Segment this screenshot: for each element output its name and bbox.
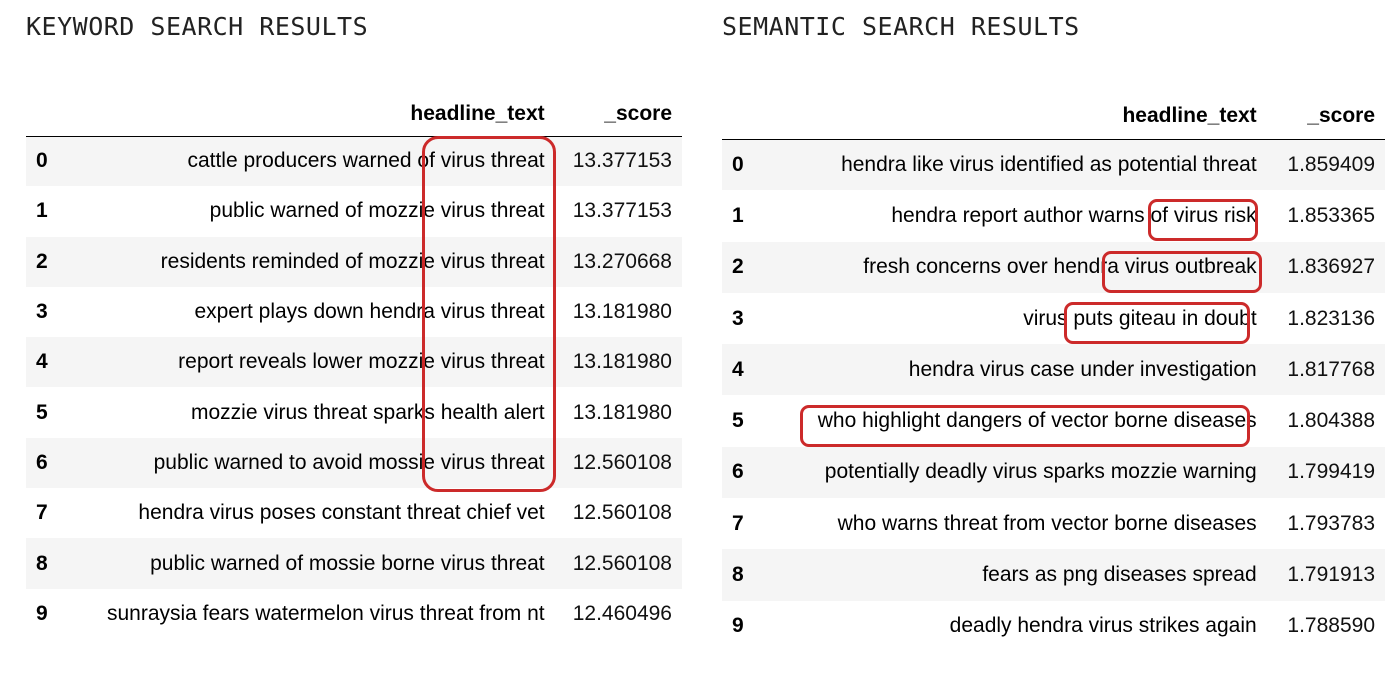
headline-column-header: headline_text (762, 94, 1267, 140)
keyword-results-table: headline_text _score 0 cattle producers w… (26, 92, 682, 639)
score-column-header: _score (1266, 94, 1385, 140)
score-cell: 12.560108 (572, 501, 672, 525)
score-cell: 1.836927 (1287, 255, 1375, 279)
headline-cell: hendra virus poses constant threat chief… (138, 501, 545, 525)
score-cell: 12.460496 (572, 601, 672, 625)
row-index: 8 (732, 563, 744, 587)
table-row: 5 who highlight dangers of vector borne d… (722, 395, 1385, 446)
headline-cell: expert plays down hendra virus threat (194, 300, 545, 324)
headline-cell: hendra report author warns of virus risk (891, 203, 1257, 227)
row-index: 0 (732, 152, 744, 176)
table-row: 0 cattle producers warned of virus threat… (26, 136, 682, 187)
score-cell: 1.817768 (1287, 357, 1375, 381)
score-cell: 13.181980 (572, 300, 672, 324)
headline-cell: fresh concerns over hendra virus outbrea… (863, 255, 1257, 279)
headline-cell: public warned to avoid mossie virus thre… (153, 450, 545, 474)
score-column-header: _score (554, 92, 682, 137)
semantic-table-body: 0 hendra like virus identified as potenti… (722, 139, 1385, 652)
headline-cell: who highlight dangers of vector borne di… (817, 409, 1257, 433)
row-index: 7 (36, 501, 48, 525)
score-cell: 1.804388 (1287, 409, 1375, 433)
row-index: 5 (732, 409, 744, 433)
score-cell: 13.270668 (572, 249, 672, 273)
row-index: 4 (732, 357, 744, 381)
table-row: 7 hendra virus poses constant threat chie… (26, 488, 682, 538)
row-index: 0 (36, 149, 48, 173)
headline-cell: mozzie virus threat sparks health alert (190, 400, 545, 424)
row-index: 9 (732, 614, 744, 638)
headline-cell: virus puts giteau in doubt (1023, 306, 1257, 330)
table-row: 1 hendra report author warns of virus ris… (722, 190, 1385, 241)
score-cell: 13.181980 (572, 400, 672, 424)
score-cell: 1.859409 (1287, 152, 1375, 176)
row-index: 9 (36, 601, 48, 625)
score-cell: 1.791913 (1287, 563, 1375, 587)
table-row: 0 hendra like virus identified as potenti… (722, 139, 1385, 191)
table-header-row: headline_text _score (26, 92, 682, 137)
table-row: 7 who warns threat from vector borne dise… (722, 498, 1385, 549)
table-row: 4 hendra virus case under investigation 1.… (722, 344, 1385, 396)
score-cell: 1.823136 (1287, 306, 1375, 330)
headline-column-header: headline_text (66, 92, 555, 137)
table-row: 4 report reveals lower mozzie virus threa… (26, 337, 682, 388)
score-cell: 13.181980 (572, 350, 672, 374)
table-row: 9 deadly hendra virus strikes again 1.7885… (722, 601, 1385, 652)
table-row: 5 mozzie virus threat sparks health alert… (26, 387, 682, 437)
table-row: 9 sunraysia fears watermelon virus threat… (26, 589, 682, 639)
headline-cell: public warned of mossie borne virus thre… (150, 551, 545, 575)
headline-cell: who warns threat from vector borne disea… (837, 511, 1257, 535)
headline-cell: hendra like virus identified as potentia… (841, 152, 1257, 176)
headline-cell: fears as png diseases spread (982, 563, 1257, 587)
semantic-panel-title: SEMANTIC SEARCH RESULTS (722, 12, 1080, 41)
table-row: 3 expert plays down hendra virus threat 13… (26, 287, 682, 337)
row-index: 7 (732, 511, 744, 535)
headline-cell: hendra virus case under investigation (908, 357, 1257, 381)
table-row: 1 public warned of mozzie virus threat 13.… (26, 186, 682, 236)
index-column-header (26, 92, 66, 137)
row-index: 4 (36, 350, 48, 374)
score-cell: 1.853365 (1287, 203, 1375, 227)
row-index: 3 (36, 300, 48, 324)
score-cell: 12.560108 (572, 450, 672, 474)
score-cell: 1.793783 (1287, 511, 1375, 535)
table-row: 2 residents reminded of mozzie virus thre… (26, 236, 682, 287)
row-index: 2 (36, 249, 48, 273)
table-row: 8 public warned of mossie borne virus thr… (26, 538, 682, 589)
row-index: 8 (36, 551, 48, 575)
score-cell: 1.799419 (1287, 460, 1375, 484)
row-index: 6 (36, 450, 48, 474)
table-header-row: headline_text _score (722, 94, 1385, 140)
semantic-results-table: headline_text _score 0 hendra like virus … (722, 94, 1385, 652)
headline-cell: deadly hendra virus strikes again (949, 614, 1257, 638)
keyword-panel-title: KEYWORD SEARCH RESULTS (26, 12, 369, 41)
headline-cell: cattle producers warned of virus threat (187, 149, 545, 173)
row-index: 3 (732, 306, 744, 330)
score-cell: 13.377153 (572, 199, 672, 223)
row-index: 5 (36, 400, 48, 424)
keyword-table-body: 0 cattle producers warned of virus threat… (26, 136, 682, 639)
headline-cell: sunraysia fears watermelon virus threat … (106, 601, 545, 625)
score-cell: 13.377153 (572, 149, 672, 173)
table-row: 8 fears as png diseases spread 1.791913 (722, 549, 1385, 601)
headline-cell: residents reminded of mozzie virus threa… (160, 249, 545, 273)
index-column-header (722, 94, 762, 140)
row-index: 6 (732, 460, 744, 484)
table-row: 3 virus puts giteau in doubt 1.823136 (722, 293, 1385, 344)
row-index: 2 (732, 255, 744, 279)
headline-cell: public warned of mozzie virus threat (209, 199, 545, 223)
table-row: 6 public warned to avoid mossie virus thr… (26, 437, 682, 489)
score-cell: 1.788590 (1287, 614, 1375, 638)
table-row: 2 fresh concerns over hendra virus outbre… (722, 241, 1385, 293)
row-index: 1 (36, 199, 48, 223)
headline-cell: potentially deadly virus sparks mozzie w… (824, 460, 1257, 484)
row-index: 1 (732, 203, 744, 227)
headline-cell: report reveals lower mozzie virus threat (178, 350, 545, 374)
score-cell: 12.560108 (572, 551, 672, 575)
table-row: 6 potentially deadly virus sparks mozzie … (722, 446, 1385, 499)
